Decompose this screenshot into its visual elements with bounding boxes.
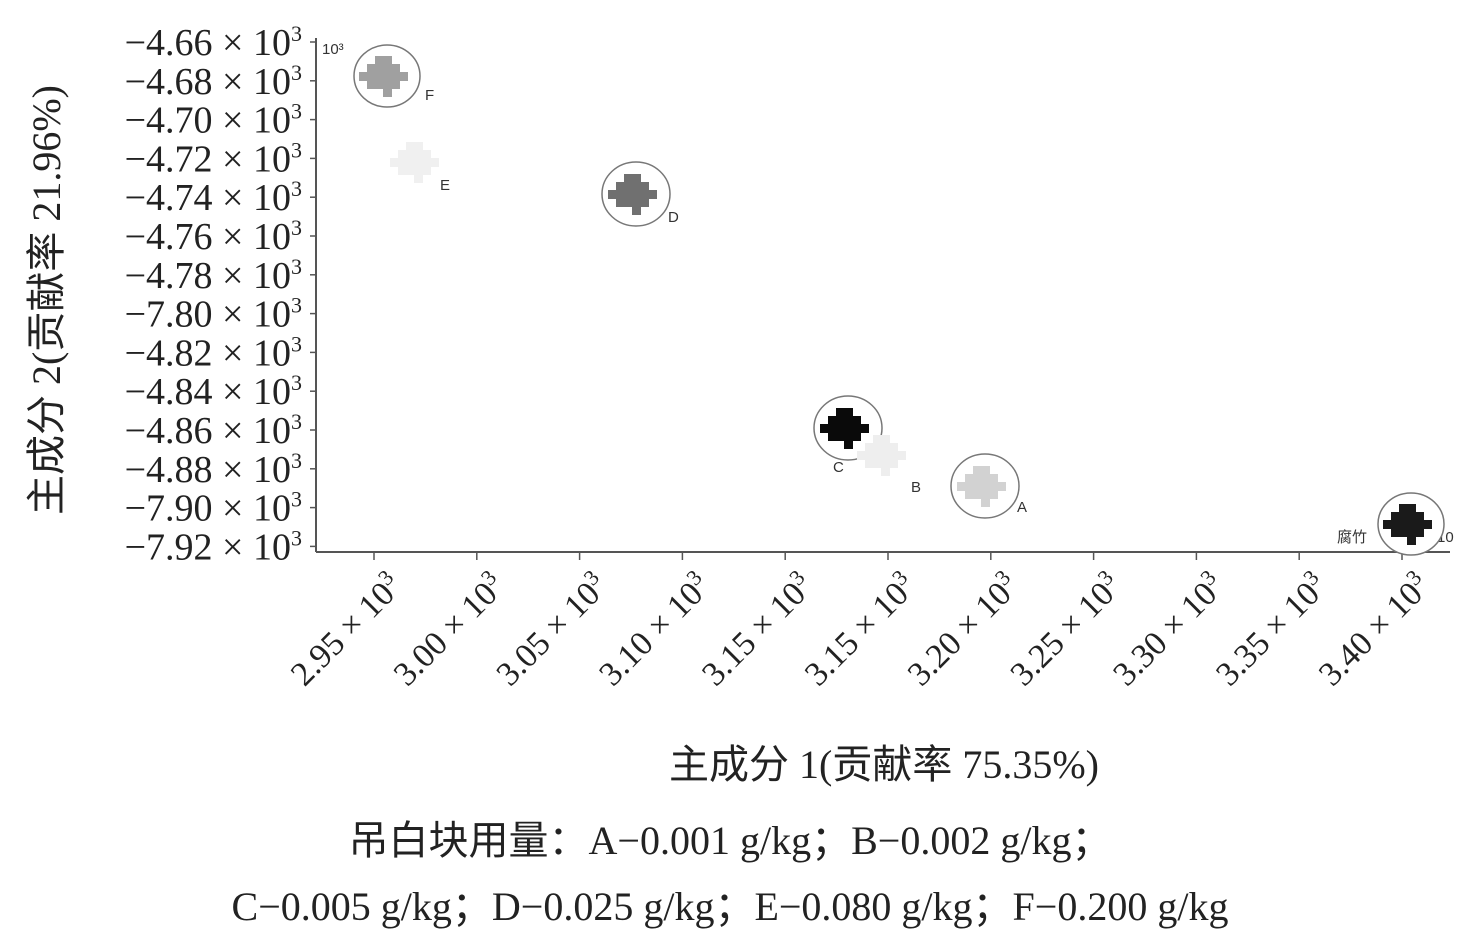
point-label: F [425,87,434,104]
x-tick-label: 3.30 × 103 [1104,565,1232,693]
point-f: F [353,44,434,108]
x-tick-label: 3.05 × 103 [487,565,615,693]
point-blob [608,174,657,215]
y-tick-label: −4.88 × 103 [125,448,302,491]
y-tick-label: −4.68 × 103 [125,60,302,103]
y-tick-label: −7.80 × 103 [125,293,302,336]
caption-line-2: C−0.005 g/kg；D−0.025 g/kg；E−0.080 g/kg；F… [231,884,1229,929]
y-tick-label: −4.84 × 103 [125,370,302,413]
y-tick-label: −7.90 × 103 [125,487,302,530]
y-tick-label: −4.82 × 103 [125,331,302,374]
x-tick-label: 2.95 × 103 [281,565,409,693]
x-axis-title: 主成分 1(贡献率 75.35%) [669,742,1099,787]
point-blob [359,56,408,97]
x-tick-label: 3.15 × 103 [692,565,820,693]
y-tick-label: −4.86 × 103 [125,409,302,452]
point-blob [390,142,439,183]
point-label: A [1017,499,1027,516]
x-tick-label: 3.25 × 103 [1001,565,1129,693]
x-tick-label: 3.20 × 103 [898,565,1026,693]
point-e: E [390,142,450,194]
y-axis-ticks: −4.66 × 103−4.68 × 103−4.70 × 103−4.72 ×… [125,21,316,568]
point-label: B [911,479,921,496]
point-label: E [440,177,450,194]
point-b: B [857,435,921,496]
point-a: A [950,453,1027,519]
y-tick-label: −4.66 × 103 [125,21,302,64]
point-blob [820,408,869,449]
y-tick-label: −7.92 × 103 [125,525,302,568]
point-label: D [668,209,679,226]
corner-label-top: 10³ [322,41,344,58]
x-tick-label: 3.40 × 103 [1309,565,1437,693]
point-label: C [833,459,844,476]
x-tick-label: 3.35 × 103 [1206,565,1334,693]
y-tick-label: −4.72 × 103 [125,137,302,180]
x-tick-label: 3.00 × 103 [384,565,512,693]
y-tick-label: −4.70 × 103 [125,99,302,142]
point-blob [1383,504,1432,545]
point-fuzhu: 腐竹 [1337,492,1445,556]
x-tick-label: 3.15 × 103 [795,565,923,693]
point-blob [957,466,1006,507]
caption-line-1: 吊白块用量：A−0.001 g/kg；B−0.002 g/kg； [348,818,1112,863]
point-d: D [601,161,679,227]
point-blob [857,435,906,476]
y-axis-title: 主成分 2(贡献率 21.96%) [24,85,69,515]
point-label: 腐竹 [1337,528,1367,546]
y-tick-label: −4.76 × 103 [125,215,302,258]
data-points: F E D C B A 腐竹 [353,44,1445,556]
x-tick-label: 3.10 × 103 [590,565,718,693]
y-tick-label: −4.74 × 103 [125,176,302,219]
y-tick-label: −4.78 × 103 [125,254,302,297]
